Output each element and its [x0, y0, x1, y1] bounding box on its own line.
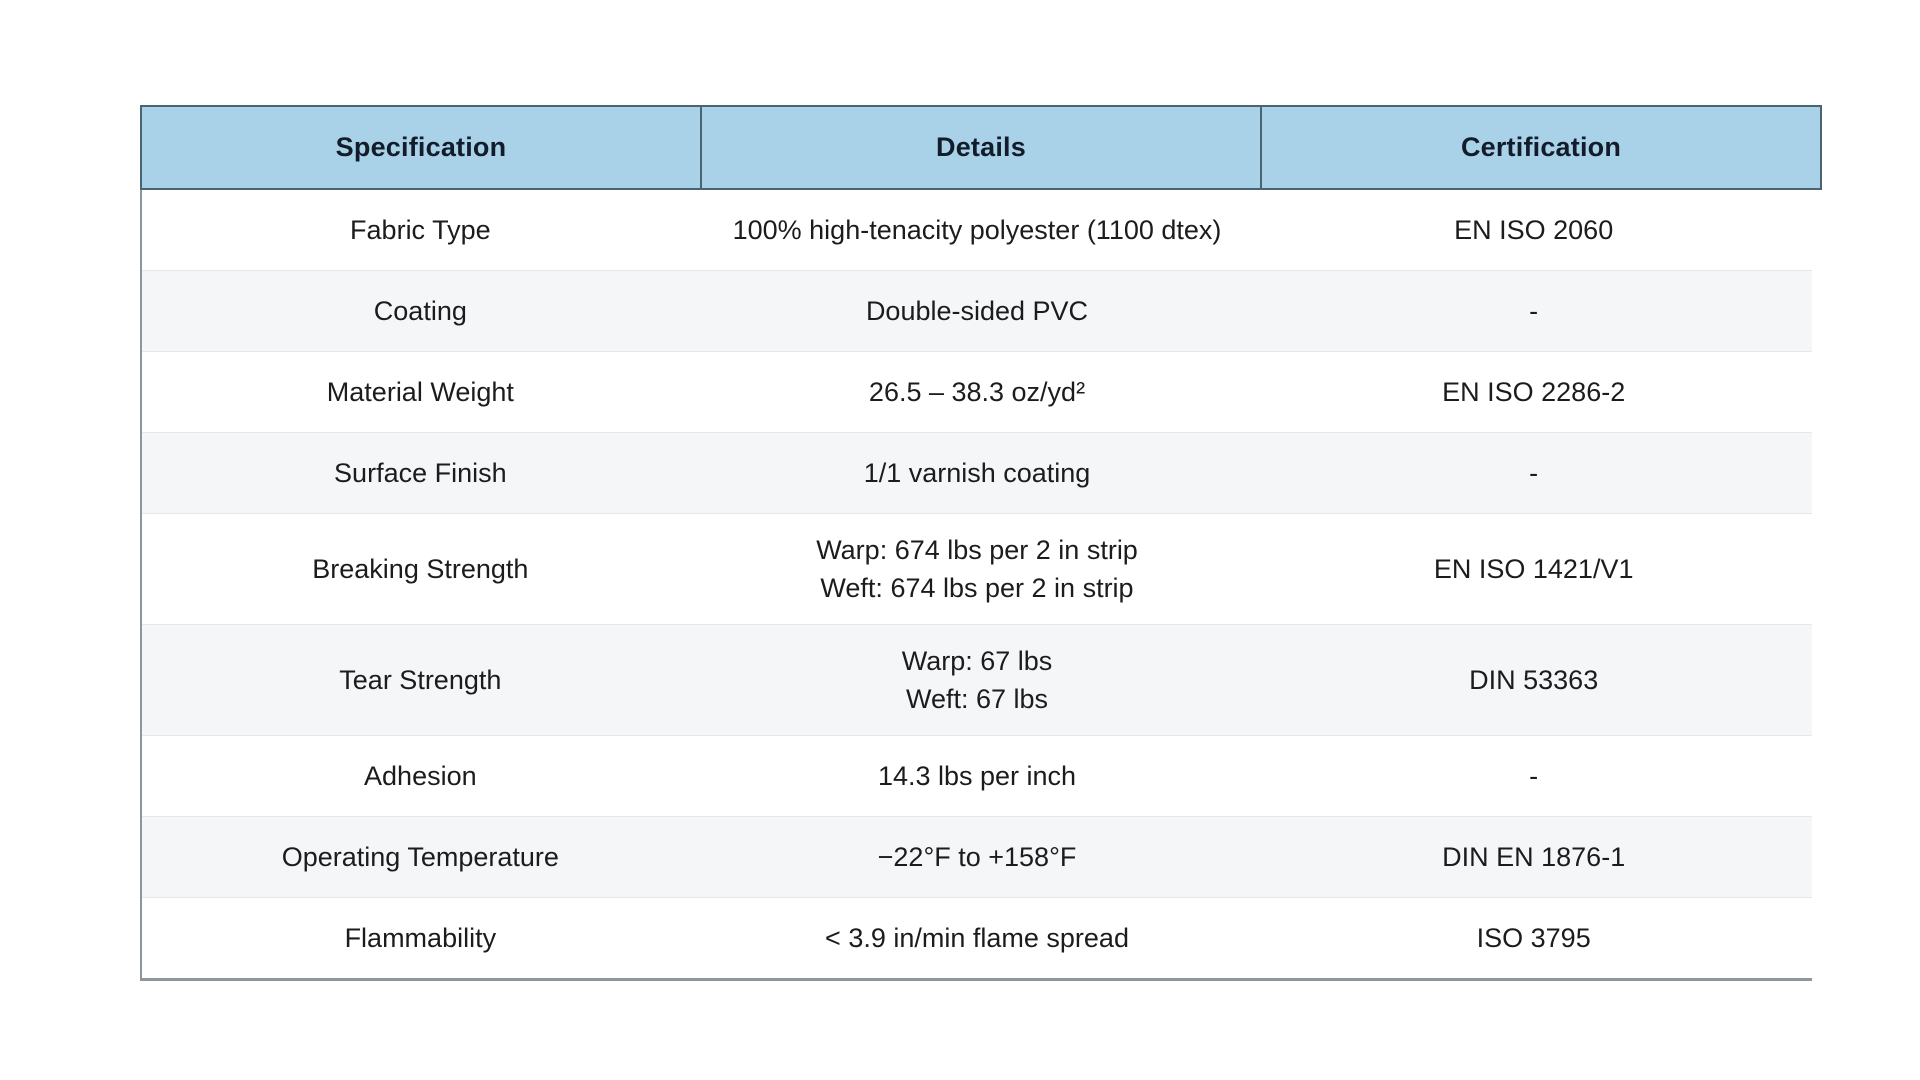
certification-cell: DIN 53363 — [1469, 665, 1599, 695]
certification-cell: - — [1529, 761, 1539, 791]
spec-cell: Surface Finish — [334, 458, 507, 488]
details-cell: Warp: 67 lbs Weft: 67 lbs — [901, 646, 1053, 714]
specification-table: Specification Details Certification Fabr… — [140, 105, 1822, 981]
certification-cell: DIN EN 1876-1 — [1442, 842, 1626, 872]
spec-cell: Flammability — [344, 923, 497, 953]
certification-cell: - — [1529, 458, 1539, 488]
spec-cell: Adhesion — [364, 761, 477, 791]
table-row-breaking-strength: Breaking Strength Warp: 674 lbs per 2 in… — [142, 513, 1812, 624]
table-row-coating: Coating Double-sided PVC - — [142, 270, 1812, 351]
spec-cell: Material Weight — [326, 377, 514, 407]
header-cell-certification: Certification — [1260, 107, 1820, 188]
table-row-adhesion: Adhesion 14.3 lbs per inch - — [142, 735, 1812, 816]
table-header-row: Specification Details Certification — [140, 105, 1822, 190]
details-cell: 26.5 – 38.3 oz/yd² — [868, 377, 1086, 407]
details-cell: 100% high-tenacity polyester (1100 dtex) — [732, 215, 1222, 245]
certification-cell: ISO 3795 — [1476, 923, 1591, 953]
certification-cell: EN ISO 2060 — [1454, 215, 1614, 245]
details-cell: Warp: 674 lbs per 2 in strip Weft: 674 l… — [816, 535, 1138, 603]
certification-cell: - — [1529, 296, 1539, 326]
spec-cell: Tear Strength — [339, 665, 502, 695]
table-row-surface-finish: Surface Finish 1/1 varnish coating - — [142, 432, 1812, 513]
header-cell-details: Details — [700, 107, 1260, 188]
spec-cell: Operating Temperature — [281, 842, 559, 872]
details-cell: −22°F to +158°F — [877, 842, 1077, 872]
details-cell: 1/1 varnish coating — [863, 458, 1091, 488]
table-row-flammability: Flammability < 3.9 in/min flame spread I… — [142, 897, 1812, 978]
table-row-material-weight: Material Weight 26.5 – 38.3 oz/yd² EN IS… — [142, 351, 1812, 432]
details-cell: 14.3 lbs per inch — [877, 761, 1077, 791]
certification-cell: EN ISO 1421/V1 — [1433, 554, 1634, 584]
header-cell-specification: Specification — [335, 132, 507, 162]
table-row-operating-temperature: Operating Temperature −22°F to +158°F DI… — [142, 816, 1812, 897]
table-row-fabric-type: Fabric Type 100% high-tenacity polyester… — [142, 190, 1812, 270]
table-row-tear-strength: Tear Strength Warp: 67 lbs Weft: 67 lbs … — [142, 624, 1812, 735]
table-body: Fabric Type 100% high-tenacity polyester… — [140, 190, 1812, 981]
certification-cell: EN ISO 2286-2 — [1442, 377, 1626, 407]
spec-cell: Fabric Type — [350, 215, 491, 245]
spec-cell: Coating — [373, 296, 467, 326]
spec-cell: Breaking Strength — [312, 554, 529, 584]
details-cell: < 3.9 in/min flame spread — [825, 923, 1129, 953]
details-cell: Double-sided PVC — [865, 296, 1089, 326]
